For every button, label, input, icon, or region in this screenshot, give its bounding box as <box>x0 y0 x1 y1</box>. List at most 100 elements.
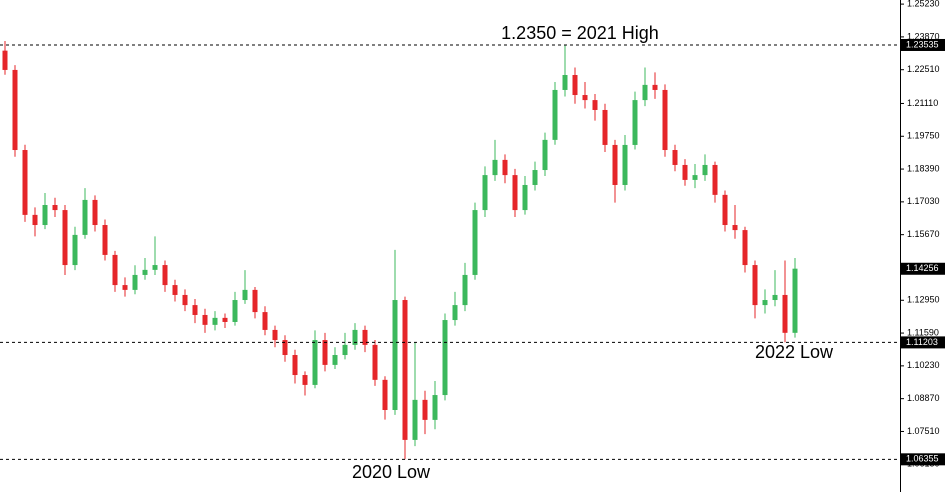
candle-body <box>302 375 308 385</box>
candle-body <box>142 269 148 275</box>
candle-body <box>192 305 198 315</box>
y-tick-label: 1.12950 <box>907 295 940 305</box>
y-tick-label: 1.17030 <box>907 196 940 206</box>
candle-body <box>82 199 88 235</box>
y-tick-label: 1.23870 <box>907 31 940 41</box>
candle-body <box>692 175 698 180</box>
candle-body <box>552 89 558 140</box>
candle-body <box>702 164 708 176</box>
candle-body <box>262 312 268 330</box>
candle-body <box>712 164 718 195</box>
candle-body <box>222 317 228 322</box>
y-tick-label: 1.07510 <box>907 426 940 436</box>
candle-body <box>472 210 478 275</box>
y-tick-label: 1.25230 <box>907 0 940 8</box>
candle-body <box>412 399 418 440</box>
candle-body <box>122 285 128 290</box>
candle-body <box>652 84 658 90</box>
last-price-label: 1.14256 <box>906 263 939 273</box>
candle-body <box>42 205 48 226</box>
candle-body <box>672 150 678 165</box>
candle-body <box>392 300 398 410</box>
candle-body <box>542 139 548 171</box>
candle-body <box>402 300 408 440</box>
candle-body <box>182 294 188 306</box>
candle-body <box>442 320 448 396</box>
annotation: 2022 Low <box>755 342 834 362</box>
candle-body <box>272 329 278 341</box>
candle-body <box>622 144 628 185</box>
candle-body <box>782 294 788 333</box>
level-label: 1.06355 <box>906 454 939 464</box>
candle-body <box>132 274 138 290</box>
candle-body <box>772 294 778 301</box>
level-box <box>901 38 945 51</box>
candle-body <box>562 75 568 90</box>
candle-body <box>742 230 748 266</box>
level-box <box>901 336 945 349</box>
y-tick-label: 1.08870 <box>907 393 940 403</box>
candle-body <box>482 175 488 211</box>
y-tick-label: 1.21110 <box>907 98 938 108</box>
candle-body <box>162 265 168 286</box>
candle-body <box>62 210 68 266</box>
candle-body <box>342 344 348 356</box>
candle-body <box>372 344 378 380</box>
annotation: 2020 Low <box>352 462 431 482</box>
candle-body <box>752 265 758 306</box>
candle-body <box>522 184 528 211</box>
candle-body <box>422 399 428 420</box>
candle-body <box>12 69 18 151</box>
candle-body <box>352 329 358 345</box>
candle-body <box>282 340 288 356</box>
candle-body <box>582 95 588 101</box>
candle-body <box>52 205 58 211</box>
candle-body <box>292 355 298 376</box>
candle-body <box>462 274 468 306</box>
candle-body <box>382 379 388 410</box>
candle-body <box>732 225 738 231</box>
candle-body <box>2 50 8 70</box>
candle-body <box>432 395 438 420</box>
candle-body <box>502 159 508 176</box>
last-price-box <box>901 262 945 275</box>
candle-body <box>252 289 258 313</box>
candle-body <box>492 159 498 176</box>
candle-body <box>322 340 328 365</box>
candle-body <box>202 314 208 325</box>
candle-body <box>362 329 368 345</box>
candle-body <box>682 164 688 180</box>
candle-body <box>332 355 338 365</box>
level-box <box>901 453 945 466</box>
candle-body <box>642 84 648 101</box>
candle-body <box>312 340 318 385</box>
candle-body <box>112 254 118 286</box>
candle-body <box>592 100 598 110</box>
candle-body <box>32 214 38 226</box>
y-tick-label: 1.10230 <box>907 360 940 370</box>
candle-body <box>212 317 218 325</box>
candle-body <box>612 144 618 185</box>
candle-body <box>152 265 158 270</box>
candle-body <box>602 109 608 145</box>
candle-body <box>512 175 518 211</box>
level-label: 1.23535 <box>906 39 939 49</box>
candle-body <box>242 289 248 301</box>
candle-body <box>792 268 798 333</box>
candle-body <box>762 300 768 306</box>
candle-body <box>92 199 98 226</box>
y-tick-label: 1.15670 <box>907 229 940 239</box>
candle-body <box>632 100 638 145</box>
annotation: 1.2350 = 2021 High <box>501 23 659 43</box>
candle-body <box>172 285 178 295</box>
candle-body <box>22 150 28 215</box>
candle-body <box>232 300 238 322</box>
candle-body <box>72 234 78 266</box>
candle-body <box>572 75 578 96</box>
candle-body <box>102 225 108 255</box>
candle-body <box>532 170 538 185</box>
y-tick-label: 1.18390 <box>907 163 940 173</box>
candle-body <box>662 89 668 151</box>
y-tick-label: 1.22510 <box>907 64 940 74</box>
